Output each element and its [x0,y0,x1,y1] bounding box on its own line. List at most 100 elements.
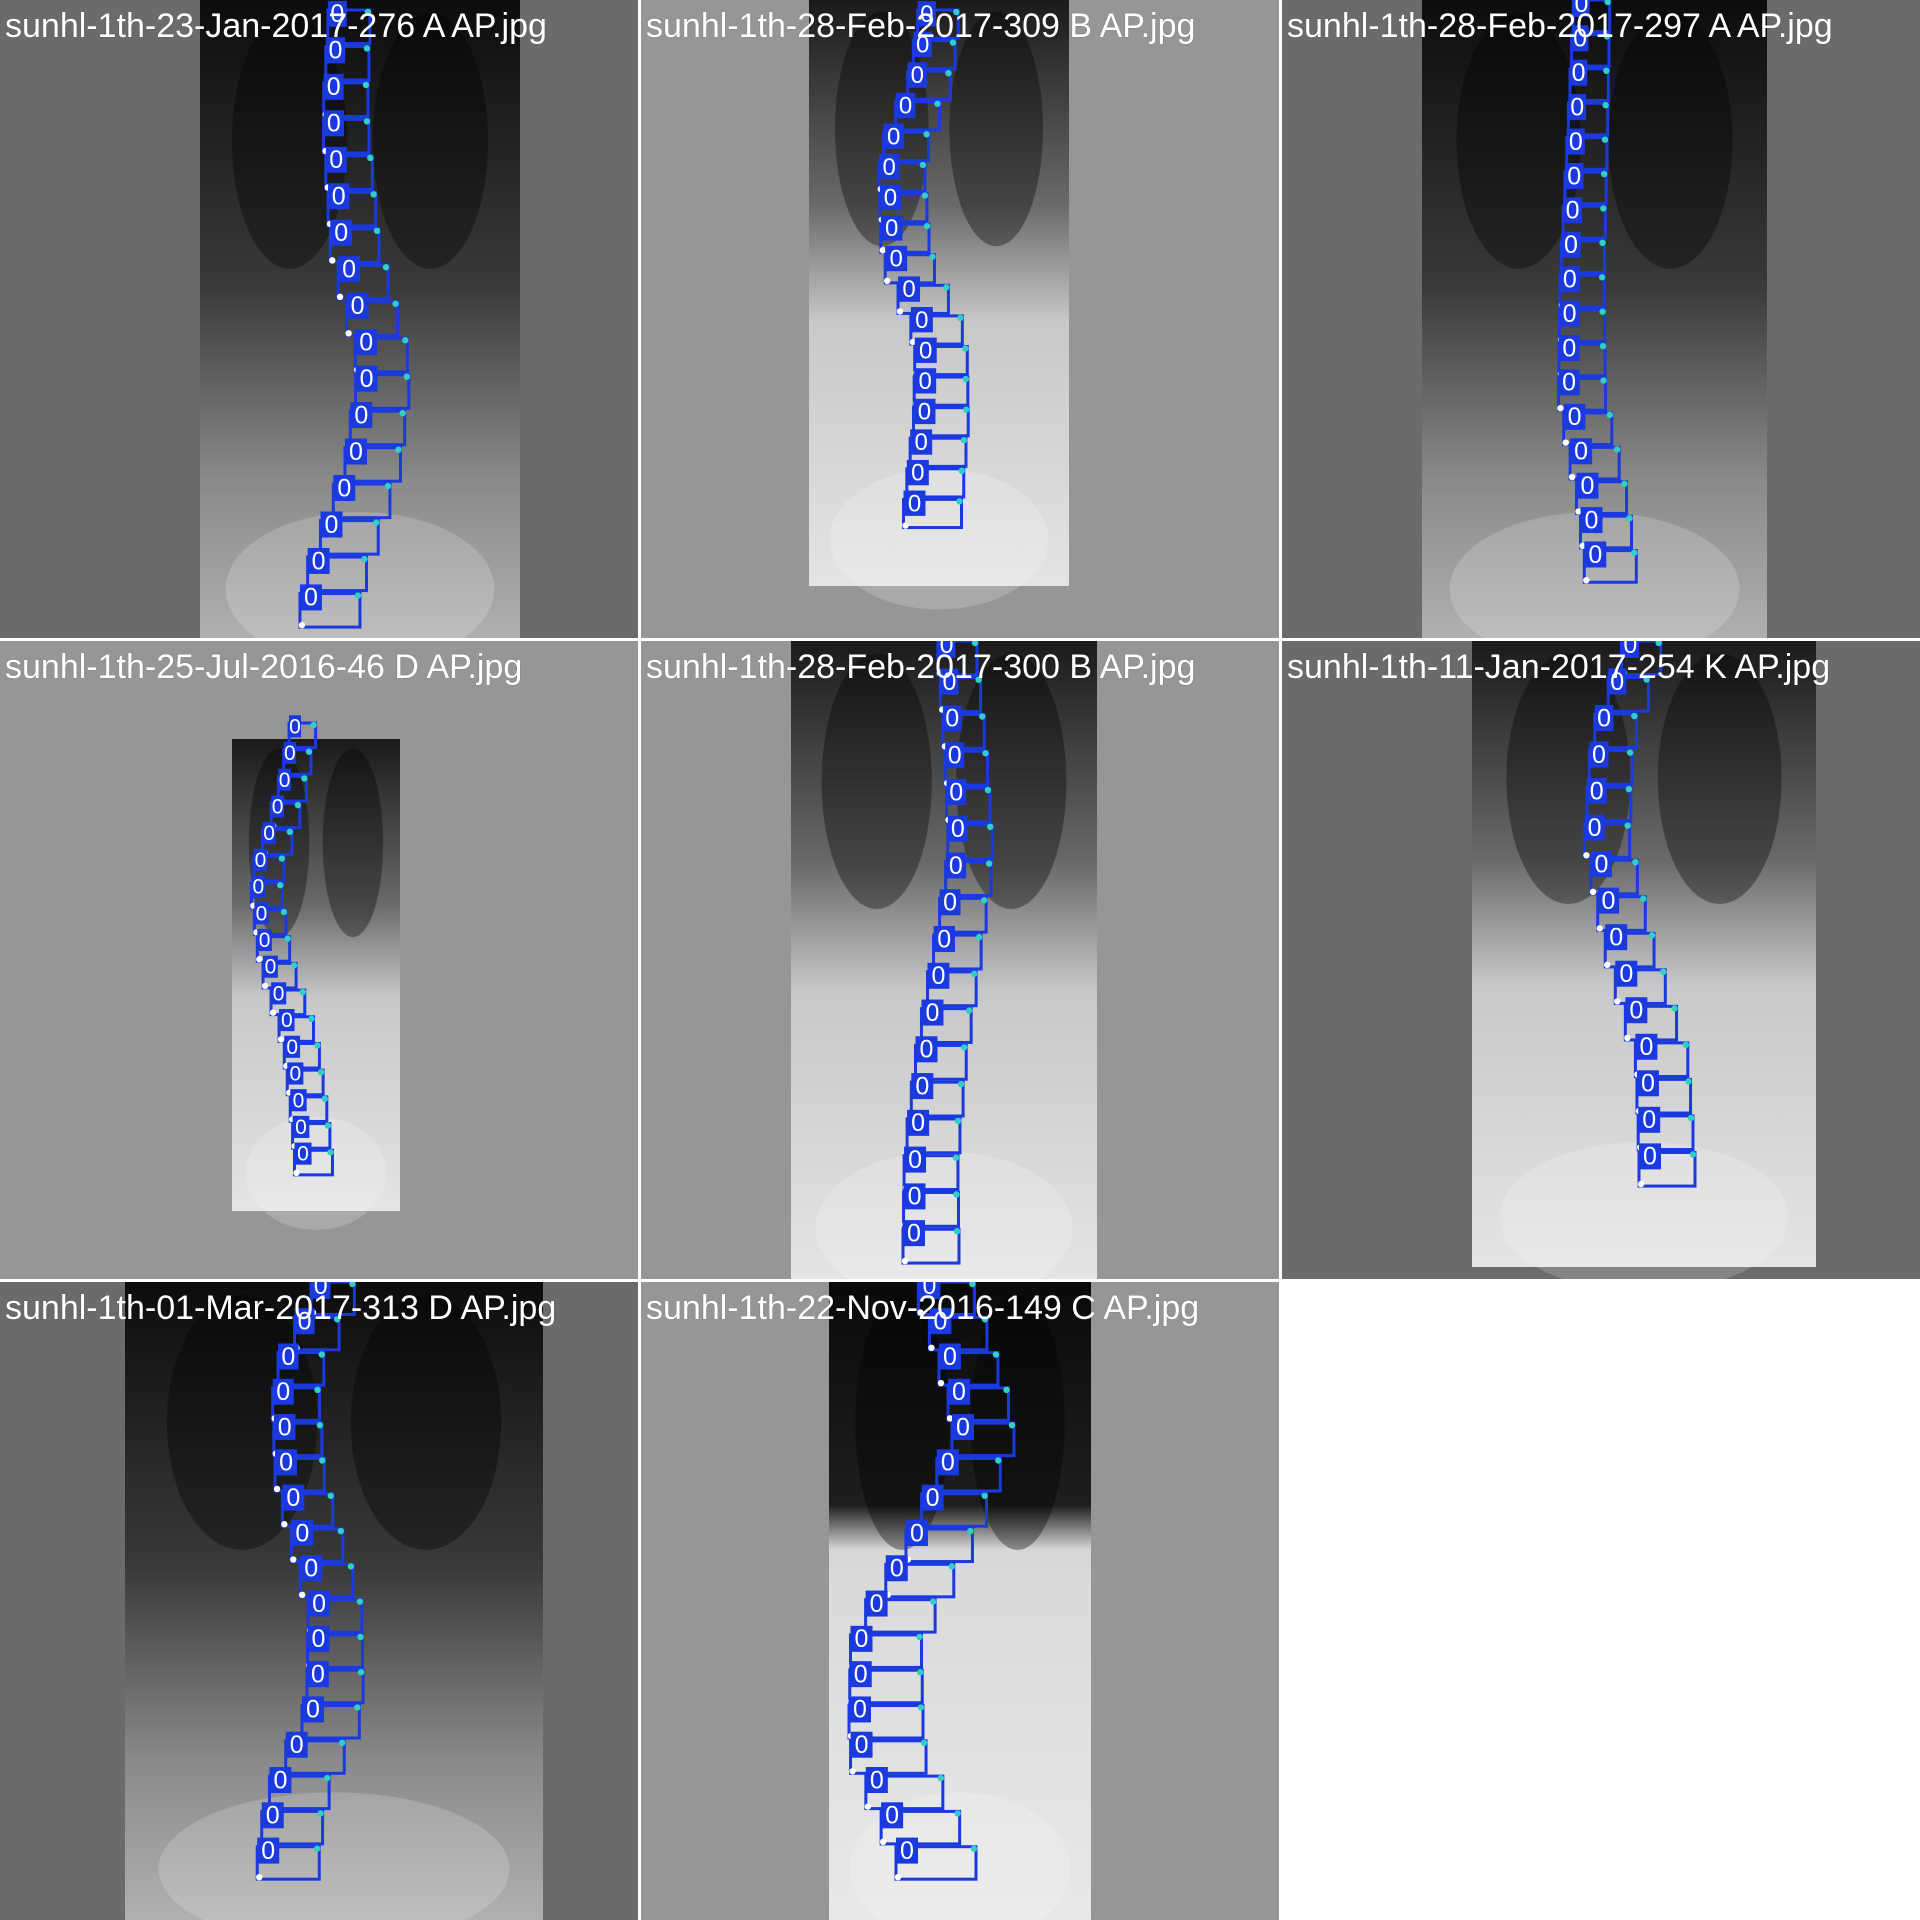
class-label-badge [278,1343,299,1370]
keypoint-right [402,337,409,344]
vertebra-annotation: 0 [1566,93,1610,137]
class-label-badge [1597,887,1620,914]
class-label-badge [1621,641,1640,658]
vertebra-annotation: 0 [920,1484,989,1528]
pelvis-shadow [158,1792,510,1920]
class-label-badge [940,668,959,695]
vertebra-annotation: 0 [284,1731,346,1775]
vertebra-box [926,970,978,1008]
class-label-badge [271,982,287,1005]
class-label-badge [294,1308,315,1335]
keypoint-left [1637,1180,1645,1188]
class-label-text: 0 [951,815,965,843]
keypoint-right [382,264,390,271]
class-label-badge [300,1555,323,1582]
keypoint-right [975,676,982,683]
vertebra-annotation: 0 [326,0,372,46]
vertebra-annotation: 0 [1585,777,1633,823]
class-label-text: 0 [1619,960,1633,988]
vertebra-annotation: 0 [1565,128,1609,171]
class-label-badge [262,822,276,845]
class-label-text: 0 [312,547,326,575]
keypoint-right [963,406,970,413]
class-label-text: 0 [360,365,374,393]
keypoint-right [1599,342,1607,350]
class-label-text: 0 [908,490,921,517]
class-label-text: 0 [900,1837,914,1865]
class-label-text: 0 [908,1183,922,1211]
class-label-badge [903,490,926,516]
keypoint-left [1575,508,1582,515]
class-label-text: 0 [252,876,264,899]
class-label-text: 0 [1570,93,1584,121]
lung-shadow [1456,12,1581,269]
class-label-text: 0 [293,1089,305,1112]
pelvis-shadow [849,1792,1071,1920]
class-label-text: 0 [918,399,931,426]
radiograph [200,0,520,638]
class-label-badge [903,1183,926,1210]
class-label-badge [879,184,902,210]
keypoint-right [956,498,963,505]
class-label-badge [1563,403,1586,430]
class-label-text: 0 [1609,923,1623,951]
vertebra-annotation: 0 [927,1308,989,1352]
keypoint-right [361,555,368,563]
class-label-badge [320,511,343,538]
class-label-badge [1568,94,1587,121]
class-label-text: 0 [1588,814,1602,842]
class-label-text: 0 [286,1484,300,1512]
class-label-text: 0 [915,1072,929,1100]
class-label-badge [918,1282,941,1299]
keypoint-right [948,1563,955,1570]
keypoint-left [864,1803,872,1810]
vertebra-annotation: 0 [271,1378,322,1422]
class-label-text: 0 [899,93,912,120]
keypoint-right [975,933,983,941]
vertebra-box [1636,1114,1695,1152]
pelvis-shadow [815,1151,1073,1279]
class-label-badge [917,1,936,27]
vertebra-box [905,1117,962,1155]
keypoint-right [1631,712,1638,720]
vertebra-annotation: 0 [847,1696,925,1740]
vertebra-annotation: 0 [894,93,941,132]
keypoint-right [310,721,317,729]
class-label-text: 0 [312,1625,326,1653]
class-label-text: 0 [1581,472,1595,500]
keypoint-left [298,621,306,629]
class-label-text: 0 [279,769,291,792]
keypoint-right [961,1044,968,1051]
vertebra-annotation: 0 [1582,814,1632,859]
class-label-badge [913,31,933,58]
keypoint-left [277,1036,285,1043]
keypoint-right [921,192,929,199]
vertebra-annotation: 0 [289,1519,345,1564]
class-label-text: 0 [952,1378,966,1406]
keypoint-right [363,45,371,52]
vertebra-annotation: 0 [864,1766,945,1811]
keypoint-left [256,1873,263,1881]
class-label-text: 0 [920,1,933,28]
class-label-badge [1559,300,1580,327]
keypoint-right [373,519,380,526]
vertebra-box [946,823,994,861]
vertebra-annotation: 0 [878,184,929,224]
class-label-badge [921,999,944,1026]
keypoint-right [958,467,965,475]
vertebra-box [1620,641,1663,677]
keypoint-left [1568,473,1576,481]
pelvis-shadow [245,1116,387,1230]
class-label-badge [881,1802,904,1829]
keypoint-right [301,775,308,782]
class-label-badge [263,955,278,978]
class-label-text: 0 [948,742,962,770]
vertebra-annotation: 0 [916,1282,976,1316]
class-label-text: 0 [1597,704,1611,732]
radiograph [809,0,1069,586]
class-label-badge [344,438,367,465]
vertebra-annotation: 0 [1582,541,1638,584]
keypoint-right [354,592,362,599]
keypoint-left [883,277,891,285]
